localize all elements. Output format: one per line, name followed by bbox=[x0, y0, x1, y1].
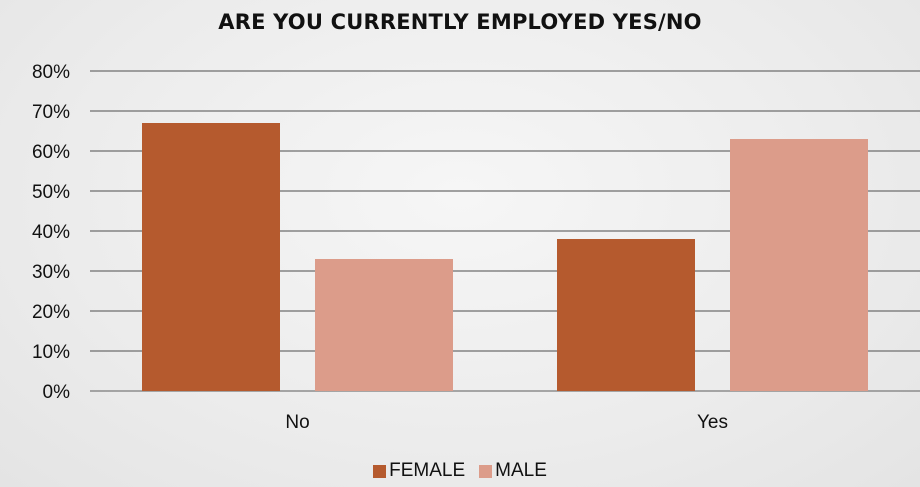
legend-item-male: MALE bbox=[479, 460, 547, 482]
legend: FEMALE MALE bbox=[0, 460, 920, 482]
legend-swatch-male bbox=[479, 464, 493, 478]
y-tick-label: 20% bbox=[32, 302, 70, 323]
bar-male-no bbox=[315, 259, 453, 391]
y-tick-label: 50% bbox=[32, 182, 70, 203]
legend-label-male: MALE bbox=[495, 460, 547, 481]
bar-male-yes bbox=[730, 139, 868, 391]
legend-swatch-female bbox=[373, 464, 387, 478]
y-tick-label: 70% bbox=[32, 102, 70, 123]
bars bbox=[142, 123, 868, 391]
x-tick-label: Yes bbox=[697, 412, 728, 433]
y-tick-label: 40% bbox=[32, 222, 70, 243]
chart-title: ARE YOU CURRENTLY EMPLOYED YES/NO bbox=[218, 10, 702, 34]
y-axis-ticks: 0% 10% 20% 30% 40% 50% 60% 70% 80% bbox=[32, 62, 70, 403]
legend-label-female: FEMALE bbox=[389, 460, 466, 481]
y-tick-label: 10% bbox=[32, 342, 70, 363]
bar-female-yes bbox=[557, 239, 695, 391]
x-axis-ticks: No Yes bbox=[285, 412, 728, 433]
y-tick-label: 80% bbox=[32, 62, 70, 83]
bar-female-no bbox=[142, 123, 280, 391]
y-tick-label: 30% bbox=[32, 262, 70, 283]
x-tick-label: No bbox=[285, 412, 309, 433]
y-tick-label: 60% bbox=[32, 142, 70, 163]
y-tick-label: 0% bbox=[43, 382, 71, 403]
legend-item-female: FEMALE bbox=[373, 460, 465, 482]
